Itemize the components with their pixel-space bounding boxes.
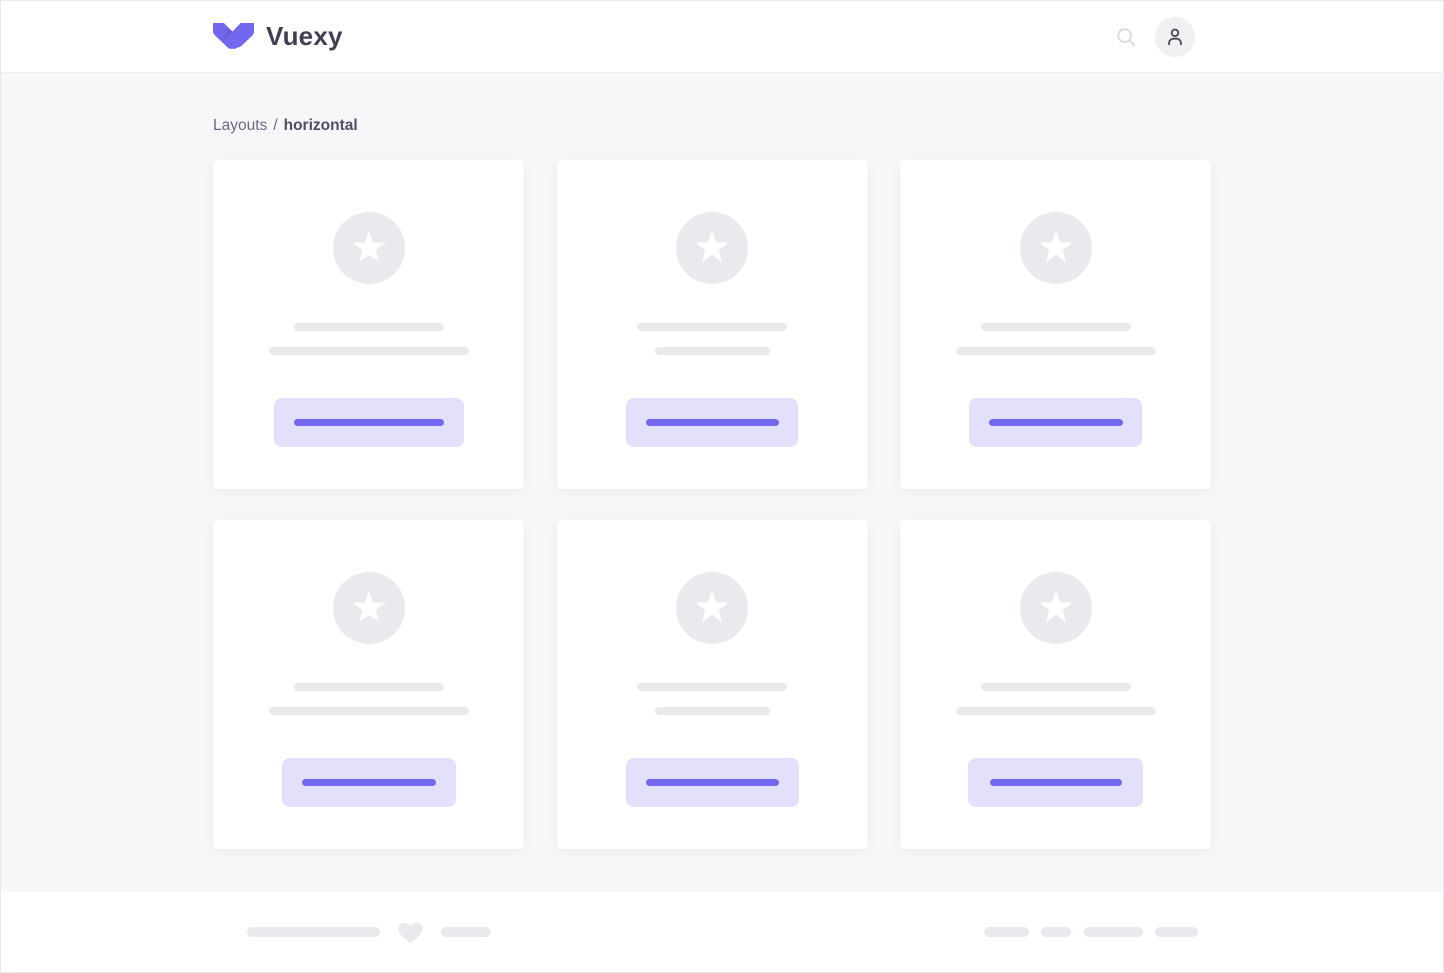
star-icon [1039,231,1072,262]
breadcrumb-item-current: horizontal [283,117,358,134]
footer-placeholder-bar [1083,927,1143,937]
top-navbar: Vuexy [1,1,1443,73]
breadcrumb-separator: / [273,117,278,134]
placeholder-card [900,520,1211,849]
search-icon [1117,27,1136,46]
star-badge [676,572,748,644]
placeholder-card [213,520,524,849]
placeholder-text-line-2 [654,347,770,355]
footer-placeholder-bar [441,927,491,937]
star-icon [695,591,729,622]
placeholder-text-line-2 [654,707,770,715]
placeholder-button[interactable] [625,758,799,807]
placeholder-button-label-bar [989,779,1122,786]
breadcrumb-item-layouts[interactable]: Layouts [213,117,268,134]
brand-logo[interactable]: Vuexy [213,21,343,52]
footer-placeholder-bar [247,927,380,937]
placeholder-text-line-2 [268,347,469,355]
user-icon [1168,28,1182,45]
placeholder-text-line-1 [293,323,444,331]
placeholder-text-line-2 [955,347,1156,355]
content-area: Layouts / horizontal [1,73,1443,892]
footer-placeholder-bar [983,927,1029,937]
placeholder-button-label-bar [645,419,779,426]
breadcrumb: Layouts / horizontal [213,114,1443,138]
star-icon [695,231,729,262]
placeholder-button[interactable] [273,398,464,447]
footer-placeholder-bar [1155,927,1198,937]
placeholder-button-label-bar [293,419,444,426]
placeholder-text-line-2 [268,707,469,715]
footer-right-placeholders [983,927,1198,937]
placeholder-card [556,520,868,849]
card-grid [213,160,1211,849]
placeholder-text-line-1 [980,323,1131,331]
placeholder-button[interactable] [281,758,456,807]
placeholder-text-line-1 [637,683,787,691]
star-badge [676,212,748,284]
placeholder-text-line-1 [980,683,1131,691]
placeholder-button-label-bar [301,779,436,786]
user-avatar-button[interactable] [1155,16,1195,57]
star-icon [352,231,385,262]
placeholder-text-line-1 [293,683,444,691]
heart-icon [398,922,423,943]
placeholder-button[interactable] [969,398,1142,447]
star-icon [352,591,385,622]
placeholder-button[interactable] [968,758,1143,807]
placeholder-card [213,160,524,489]
placeholder-button[interactable] [626,398,798,447]
placeholder-button-label-bar [988,419,1123,426]
placeholder-button-label-bar [645,779,779,786]
placeholder-card [900,160,1211,489]
placeholder-text-line-2 [955,707,1156,715]
brand-title: Vuexy [266,21,343,51]
footer-left-placeholders [247,920,491,944]
star-badge [332,572,405,644]
star-icon [1039,591,1072,622]
footer-placeholder-bar [1041,927,1071,937]
star-badge [1019,212,1092,284]
placeholder-text-line-1 [637,323,787,331]
vuexy-logo-icon [213,23,254,49]
search-button[interactable] [1115,26,1137,48]
navbar-actions [1115,16,1195,57]
star-badge [1019,572,1092,644]
footer [1,892,1443,972]
star-badge [332,212,405,284]
placeholder-card [556,160,868,489]
